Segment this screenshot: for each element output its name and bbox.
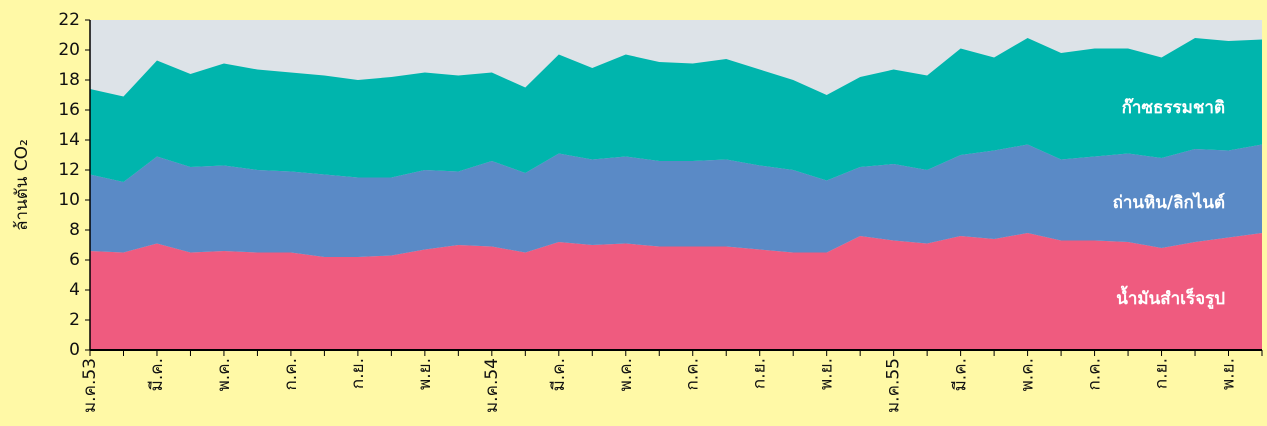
x-tick-label: ก.ค.	[683, 358, 703, 390]
y-tick-label: 8	[69, 220, 80, 240]
series-label: ก๊าซธรรมชาติ	[1122, 98, 1225, 118]
y-tick-label: 20	[58, 40, 80, 60]
area	[90, 144, 1262, 257]
x-tick-label: พ.ค.	[214, 358, 234, 391]
x-tick-label: พ.ย.	[415, 358, 435, 390]
x-tick-label: มี.ค.	[549, 358, 569, 391]
y-tick-label: 0	[69, 340, 80, 360]
series-label: น้ำมันสำเร็จรูป	[1116, 285, 1225, 310]
x-tick-label: ม.ค.53	[80, 358, 100, 413]
y-tick-label: 10	[58, 190, 80, 210]
y-tick-label: 22	[58, 10, 80, 30]
y-tick-label: 12	[58, 160, 80, 180]
x-tick-label: ม.ค.54	[482, 358, 502, 413]
y-tick-label: 18	[58, 70, 80, 90]
x-tick-label: ก.ค.	[1085, 358, 1105, 390]
x-tick-label: พ.ย.	[817, 358, 837, 390]
y-tick-label: 14	[58, 130, 80, 150]
x-tick-label: มี.ค.	[147, 358, 167, 391]
x-tick-label: พ.ย.	[1219, 358, 1239, 390]
y-axis-label: ล้านตัน CO₂	[12, 139, 32, 231]
x-tick-label: ก.ย.	[1152, 358, 1172, 389]
y-tick-label: 4	[69, 280, 80, 300]
y-tick-label: 16	[58, 100, 80, 120]
x-tick-label: ก.ย.	[348, 358, 368, 389]
x-tick-label: ก.ค.	[281, 358, 301, 390]
x-tick-label: พ.ค.	[616, 358, 636, 391]
area	[90, 233, 1262, 350]
x-tick-label: มี.ค.	[951, 358, 971, 391]
area	[90, 38, 1262, 182]
series-label: ถ่านหิน/ลิกไนต์	[1113, 192, 1225, 213]
x-tick-label: พ.ค.	[1018, 358, 1038, 391]
y-tick-label: 6	[69, 250, 80, 270]
y-tick-label: 2	[69, 310, 80, 330]
x-tick-label: ม.ค.55	[884, 358, 904, 413]
x-tick-label: ก.ย.	[750, 358, 770, 389]
